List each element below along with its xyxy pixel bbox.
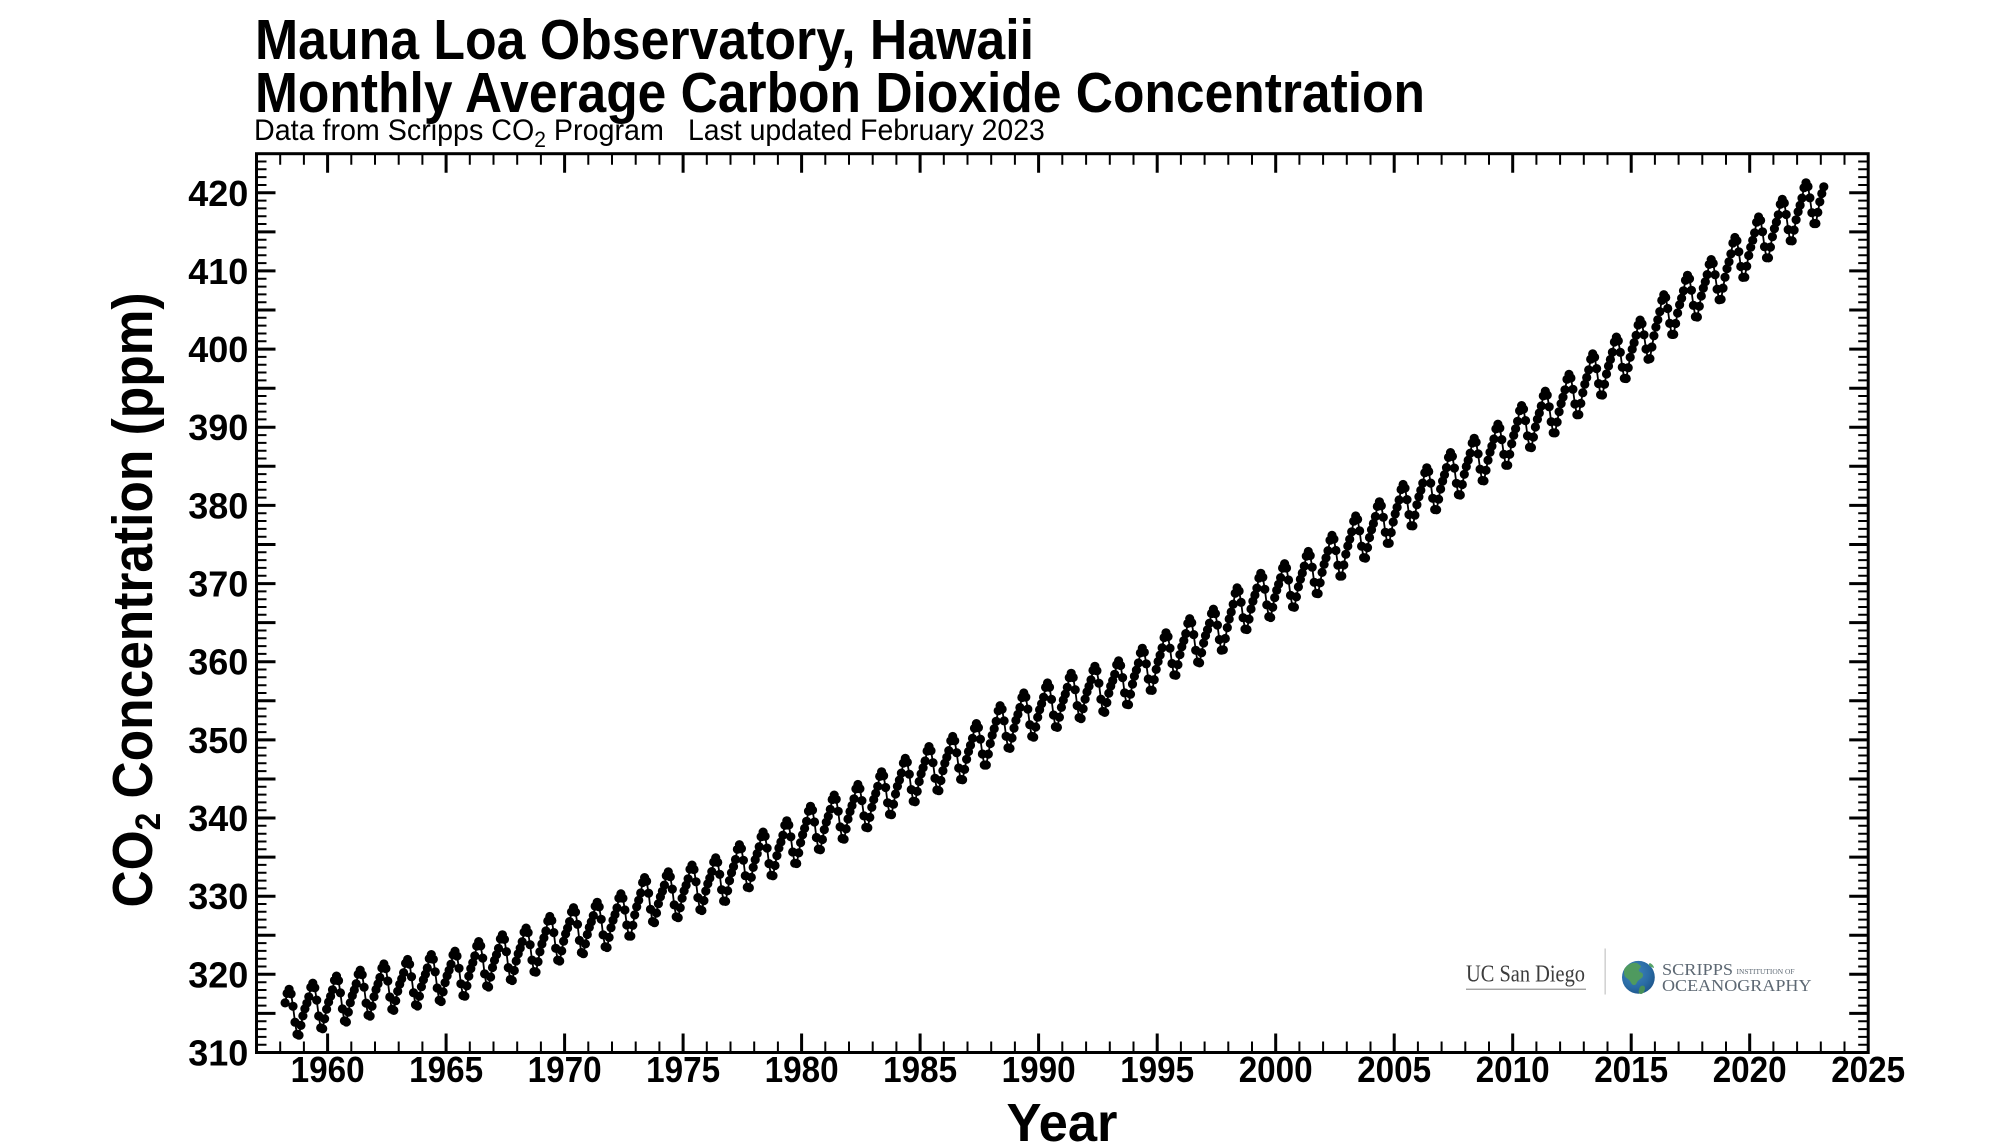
svg-text:1965: 1965 <box>409 1049 483 1090</box>
svg-text:Last updated February 2023: Last updated February 2023 <box>688 114 1045 147</box>
svg-text:380: 380 <box>188 485 248 526</box>
svg-text:1990: 1990 <box>1002 1049 1076 1090</box>
svg-text:2020: 2020 <box>1713 1049 1787 1090</box>
svg-text:330: 330 <box>188 876 248 917</box>
svg-text:2015: 2015 <box>1594 1049 1668 1090</box>
svg-text:1960: 1960 <box>291 1049 365 1090</box>
svg-text:410: 410 <box>188 251 248 292</box>
svg-text:1985: 1985 <box>883 1049 957 1090</box>
svg-text:1975: 1975 <box>646 1049 720 1090</box>
svg-text:1995: 1995 <box>1120 1049 1194 1090</box>
svg-text:Monthly Average Carbon Dioxide: Monthly Average Carbon Dioxide Concentra… <box>255 61 1425 125</box>
svg-text:2025: 2025 <box>1831 1049 1905 1090</box>
svg-text:2005: 2005 <box>1357 1049 1431 1090</box>
svg-text:420: 420 <box>188 173 248 214</box>
svg-text:CO2 Concentration (ppm): CO2 Concentration (ppm) <box>101 292 169 907</box>
svg-text:OCEANOGRAPHY: OCEANOGRAPHY <box>1662 976 1812 995</box>
svg-text:2010: 2010 <box>1476 1049 1550 1090</box>
svg-text:INSTITUTION OF: INSTITUTION OF <box>1737 967 1795 976</box>
svg-text:Mauna Loa Observatory, Hawaii: Mauna Loa Observatory, Hawaii <box>255 8 1034 72</box>
svg-text:350: 350 <box>188 720 248 761</box>
svg-text:320: 320 <box>188 954 248 995</box>
svg-text:1970: 1970 <box>528 1049 602 1090</box>
svg-text:1980: 1980 <box>765 1049 839 1090</box>
svg-text:Year: Year <box>1007 1093 1118 1142</box>
svg-text:UC San Diego: UC San Diego <box>1466 962 1585 988</box>
svg-text:Data from Scripps CO2 Program: Data from Scripps CO2 Program <box>254 113 664 152</box>
svg-text:SCRIPPS: SCRIPPS <box>1662 960 1733 979</box>
svg-text:360: 360 <box>188 642 248 683</box>
svg-text:340: 340 <box>188 798 248 839</box>
svg-text:310: 310 <box>188 1033 248 1074</box>
svg-text:2000: 2000 <box>1239 1049 1313 1090</box>
svg-text:370: 370 <box>188 564 248 605</box>
svg-text:400: 400 <box>188 329 248 370</box>
svg-text:390: 390 <box>188 407 248 448</box>
